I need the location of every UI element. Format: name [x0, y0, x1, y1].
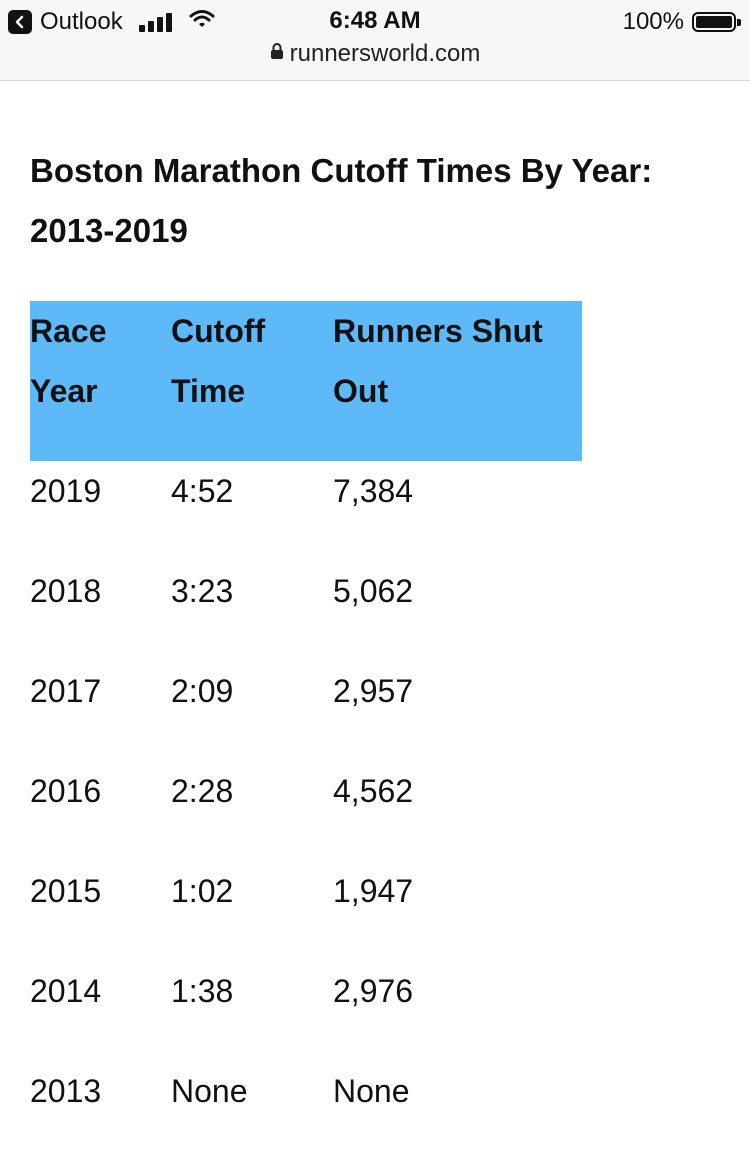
cell-runners-shut-out: 2,976 [333, 973, 414, 1009]
status-bar: Outlook 6:48 AM 100% runnersworld.com [0, 0, 750, 81]
battery-icon [692, 12, 741, 32]
cell-race-year: 2013 [30, 1073, 102, 1109]
cell-race-year: 2015 [30, 873, 102, 909]
cell-runners-shut-out: 2,957 [333, 673, 414, 709]
table-row: 2015 1:02 1,947 [30, 861, 582, 961]
cutoff-times-table: Race Year Cutoff Time Runners Shut Out 2… [30, 301, 582, 1161]
cell-cutoff-time: 2:09 [171, 673, 234, 709]
lock-icon [270, 39, 284, 67]
back-to-app-button[interactable]: Outlook [8, 8, 215, 36]
table-row: 2017 2:09 2,957 [30, 661, 582, 761]
url-text: runnersworld.com [289, 40, 481, 67]
cell-cutoff-time: None [171, 1073, 248, 1109]
table-header-row: Race Year Cutoff Time Runners Shut Out [30, 301, 582, 461]
back-app-label: Outlook [40, 8, 123, 35]
table-row: 2013 None None [30, 1061, 582, 1161]
table-row: 2018 3:23 5,062 [30, 561, 582, 661]
header-race-year: Race Year [30, 313, 107, 409]
table-row: 2016 2:28 4,562 [30, 761, 582, 861]
cell-runners-shut-out: 5,062 [333, 573, 414, 609]
cellular-signal-icon [138, 12, 175, 32]
cell-race-year: 2014 [30, 973, 102, 1009]
cell-cutoff-time: 3:23 [171, 573, 234, 609]
url-bar[interactable]: runnersworld.com [0, 40, 750, 69]
header-runners-shut-out: Runners Shut Out [333, 313, 543, 409]
clock: 6:48 AM [329, 7, 421, 34]
table-row: 2014 1:38 2,976 [30, 961, 582, 1061]
cell-runners-shut-out: 1,947 [333, 873, 414, 909]
battery-indicator: 100% [622, 8, 741, 36]
cell-runners-shut-out: 4,562 [333, 773, 414, 809]
cell-race-year: 2017 [30, 673, 102, 709]
cell-race-year: 2018 [30, 573, 102, 609]
back-arrow-icon [8, 10, 32, 34]
section-heading: Boston Marathon Cutoff Times By Year: 20… [30, 152, 653, 249]
cell-cutoff-time: 4:52 [171, 473, 234, 509]
cell-runners-shut-out: None [333, 1073, 410, 1109]
cell-cutoff-time: 1:38 [171, 973, 234, 1009]
cell-cutoff-time: 1:02 [171, 873, 234, 909]
cell-runners-shut-out: 7,384 [333, 473, 414, 509]
table-row: 2019 4:52 7,384 [30, 461, 582, 561]
cell-race-year: 2016 [30, 773, 102, 809]
header-cutoff-time: Cutoff Time [171, 313, 266, 409]
article-content: Boston Marathon Cutoff Times By Year: 20… [30, 81, 720, 1161]
battery-percent: 100% [622, 8, 684, 35]
cell-cutoff-time: 2:28 [171, 773, 234, 809]
wifi-icon [189, 8, 215, 36]
cell-race-year: 2019 [30, 473, 102, 509]
